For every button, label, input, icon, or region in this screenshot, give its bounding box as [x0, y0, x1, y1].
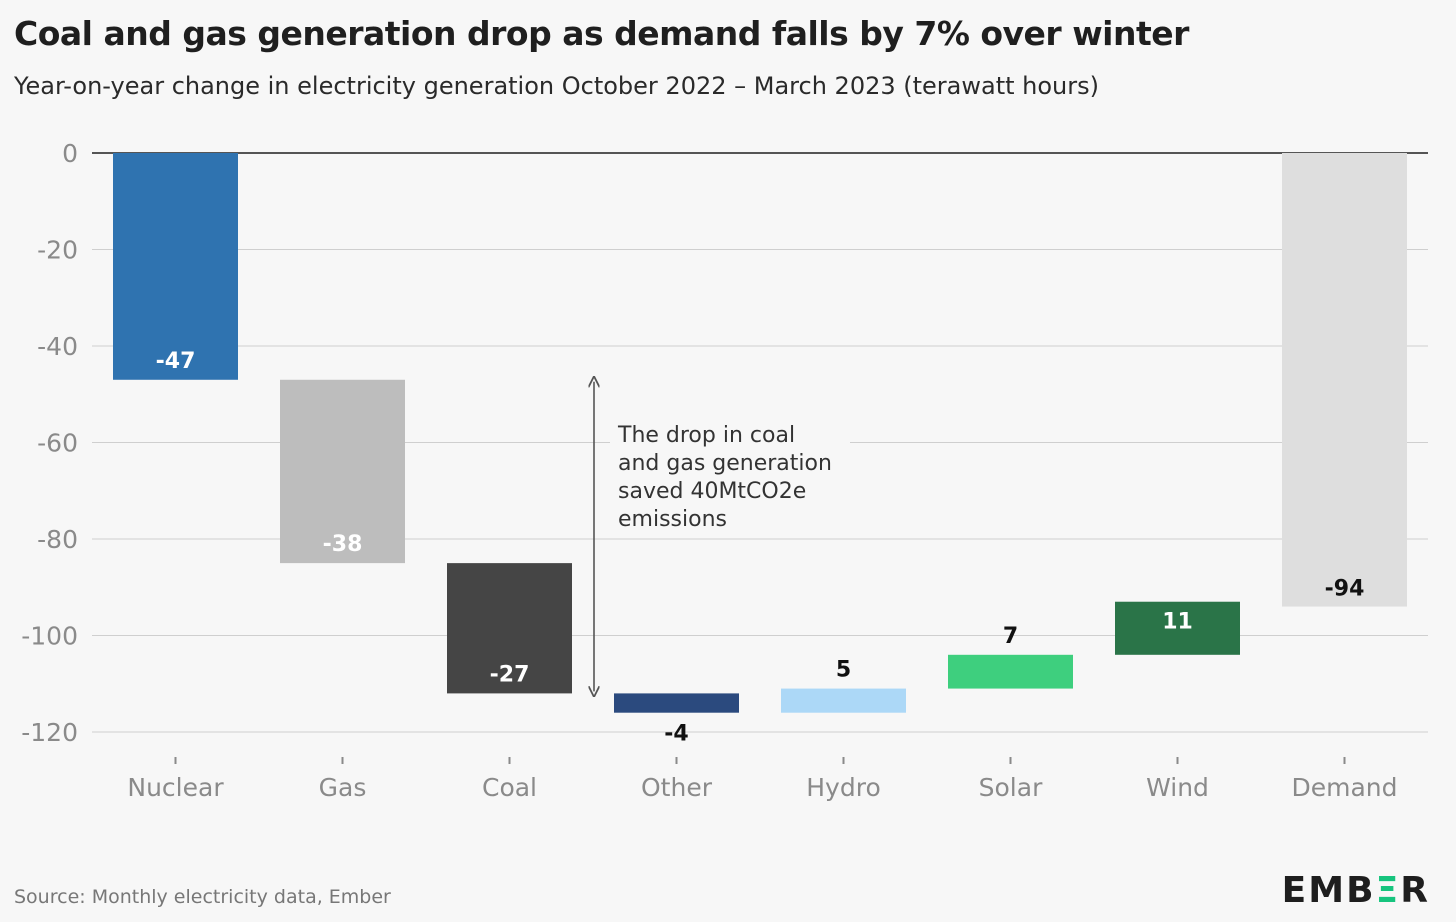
value-label-gas: -38	[323, 532, 363, 557]
annotation-text-line: The drop in coal	[617, 423, 795, 448]
ember-logo: EMBΞR	[1281, 870, 1430, 911]
value-label-hydro: 5	[836, 658, 851, 683]
bar-other	[614, 693, 739, 713]
chart-title: Coal and gas generation drop as demand f…	[14, 14, 1189, 53]
bar-gas	[280, 379, 405, 564]
x-tick-label-gas: Gas	[319, 773, 367, 802]
annotation-text-line: emissions	[618, 507, 727, 532]
y-tick-label: -100	[21, 622, 78, 651]
bar-nuclear	[113, 153, 238, 380]
bar-wind	[1115, 601, 1240, 655]
annotation: The drop in coal and gas generation saved …	[594, 382, 850, 692]
value-label-wind: 11	[1162, 610, 1193, 635]
y-tick-label: -40	[37, 332, 78, 361]
bar-coal	[447, 563, 572, 694]
x-tick-label-wind: Wind	[1146, 773, 1209, 802]
annotation-text-line: saved 40MtCO2e	[618, 479, 806, 504]
x-axis-ticks: Nuclear Gas Coal Other Hydro Solar Wind Demand	[127, 757, 1398, 802]
value-label-nuclear: -47	[156, 349, 196, 374]
value-label-solar: 7	[1003, 624, 1018, 649]
y-tick-label: -120	[21, 718, 78, 747]
y-tick-label: -60	[37, 429, 78, 458]
annotation-background	[610, 412, 850, 530]
value-label-demand: -94	[1325, 577, 1365, 602]
bar-demand	[1282, 153, 1407, 607]
y-tick-label: -20	[37, 236, 78, 265]
value-label-coal: -27	[490, 662, 530, 687]
bar-solar	[948, 654, 1073, 689]
annotation-text-line: and gas generation	[618, 451, 832, 476]
source-note: Source: Monthly electricity data, Ember	[14, 886, 391, 908]
y-tick-label: -80	[37, 525, 78, 554]
value-label-other: -4	[664, 722, 688, 747]
chart-subtitle: Year-on-year change in electricity gener…	[14, 72, 1099, 100]
x-tick-label-other: Other	[641, 773, 713, 802]
bar-hydro	[781, 688, 906, 713]
y-axis-ticks: 0 -20 -40 -60 -80 -100 -120	[21, 139, 78, 747]
y-tick-label: 0	[62, 139, 78, 168]
x-tick-label-demand: Demand	[1291, 773, 1397, 802]
bars: -47 -38 -27 -4 5 7 11 -94	[113, 153, 1407, 747]
x-tick-label-nuclear: Nuclear	[127, 773, 224, 802]
x-tick-label-hydro: Hydro	[806, 773, 881, 802]
x-tick-label-coal: Coal	[482, 773, 537, 802]
x-tick-label-solar: Solar	[979, 773, 1043, 802]
